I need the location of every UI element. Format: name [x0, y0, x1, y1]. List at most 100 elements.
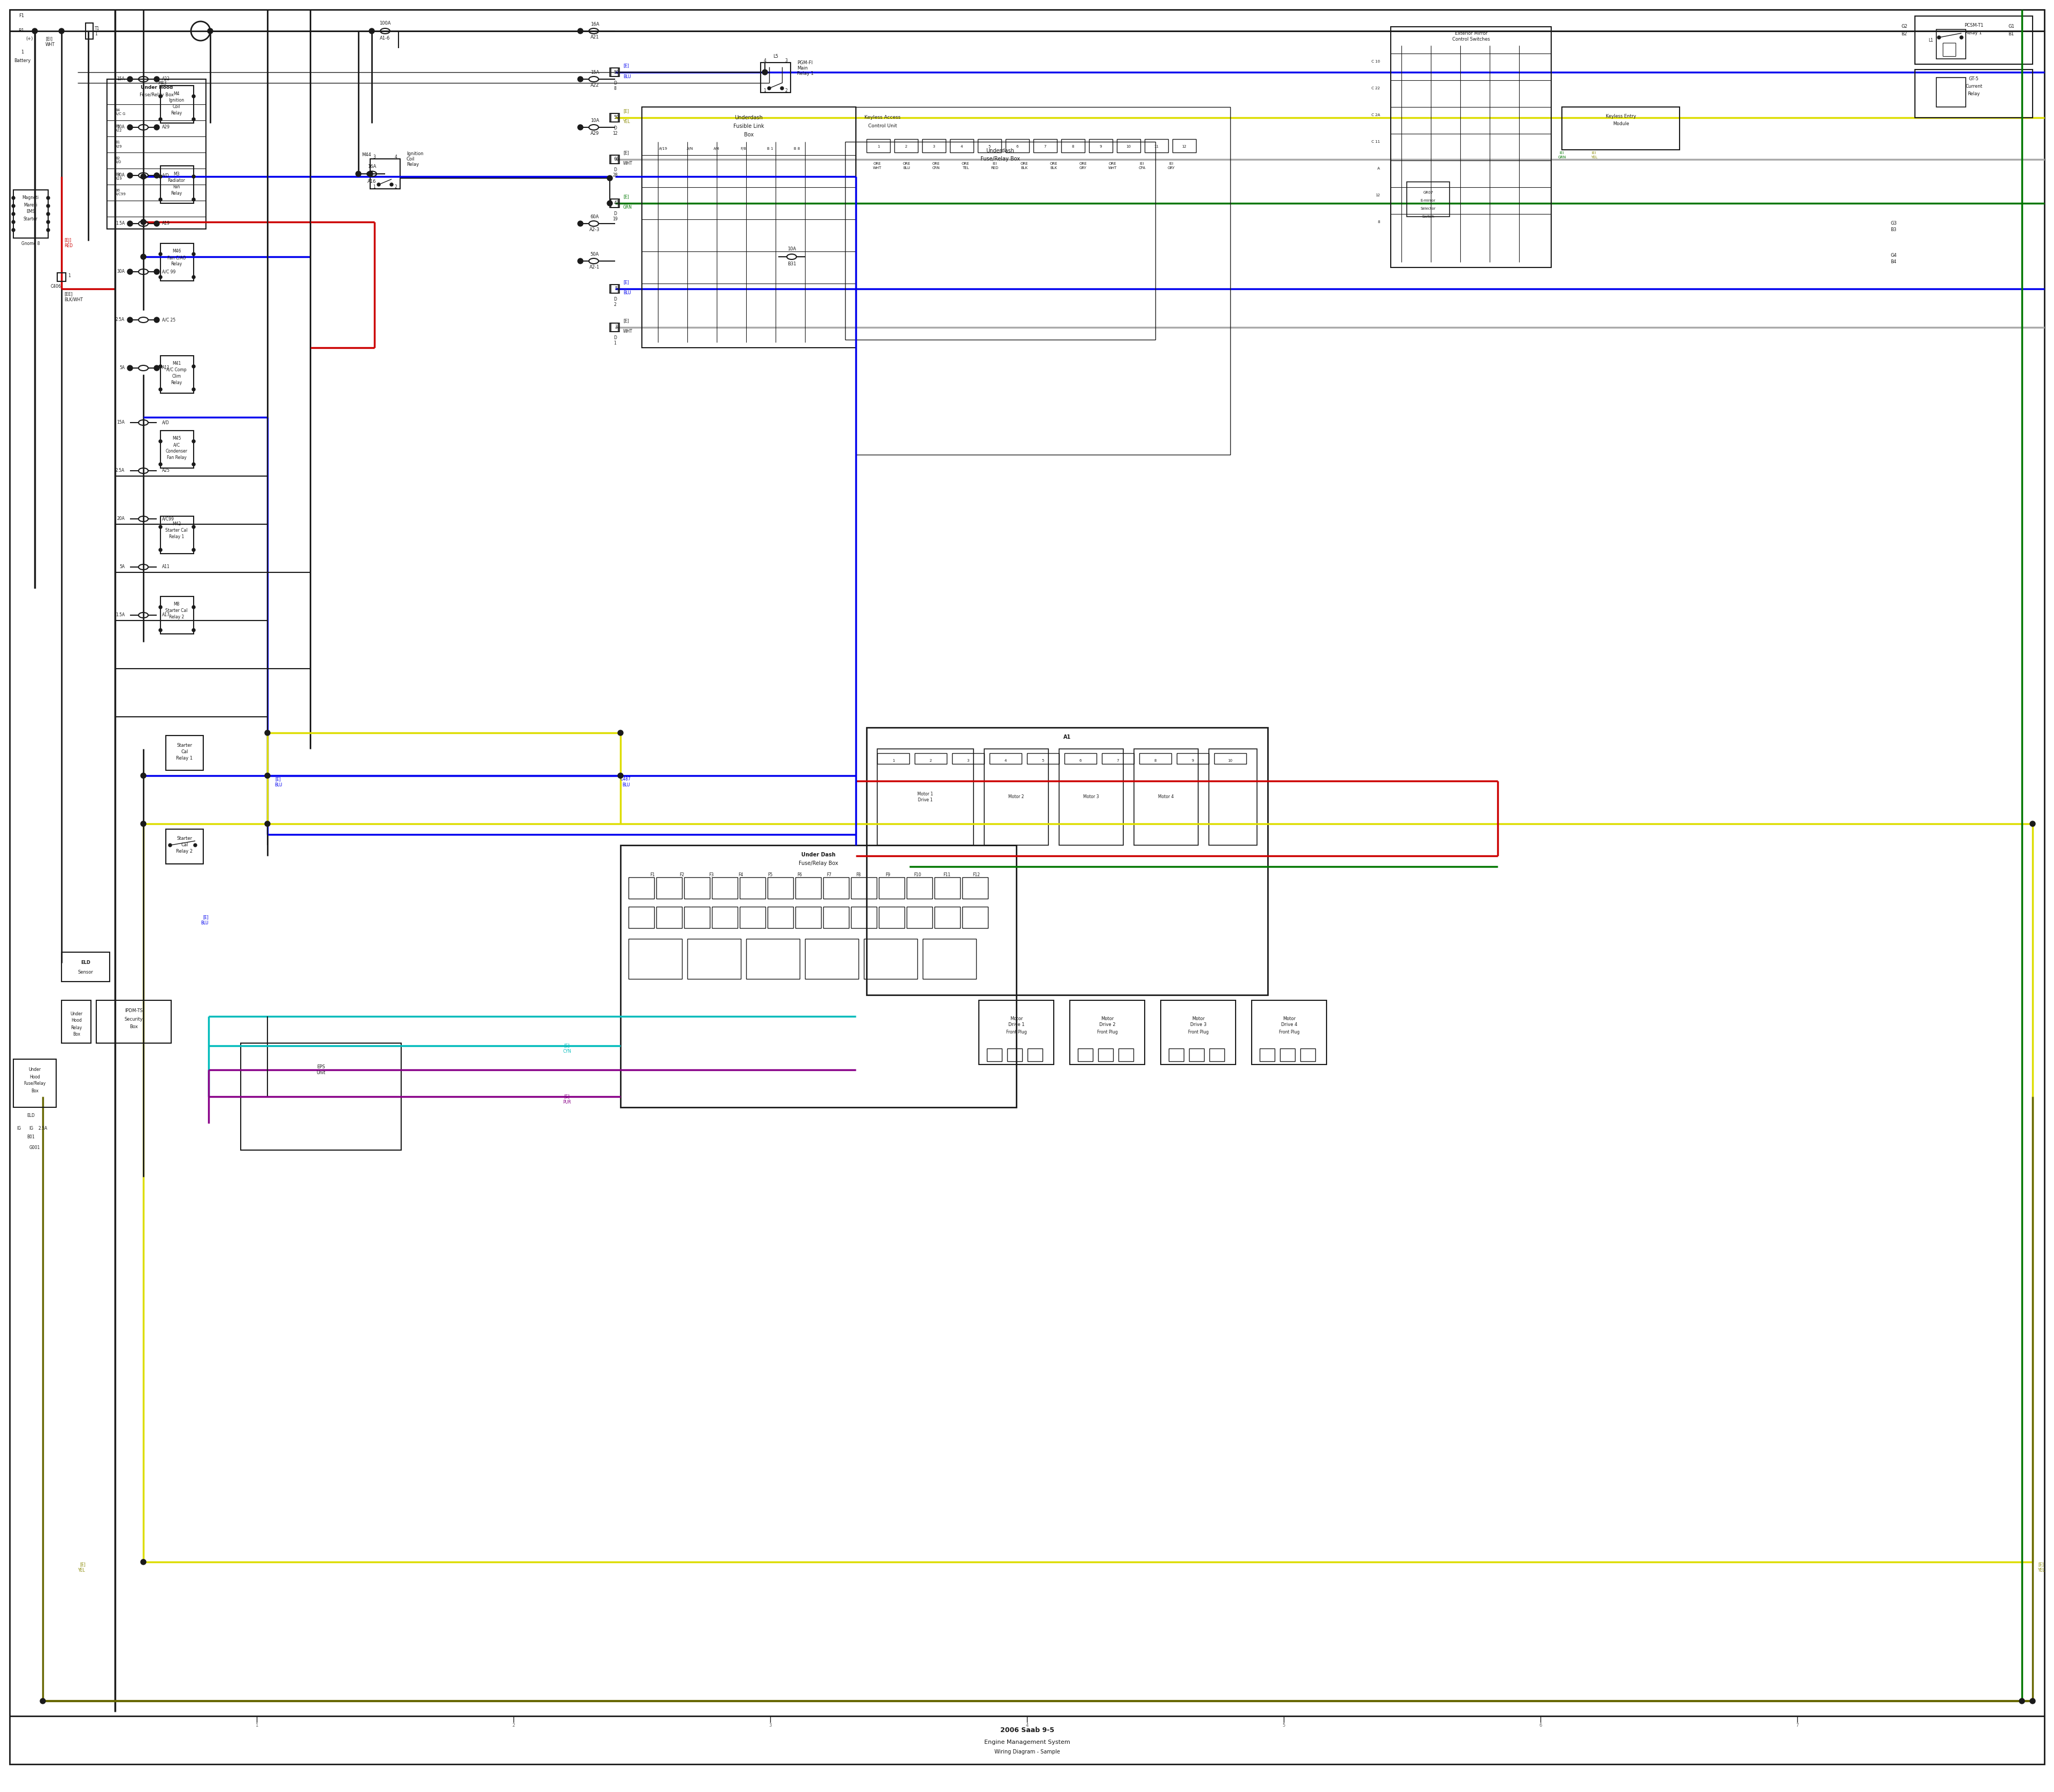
Text: Security: Security [125, 1016, 144, 1021]
Text: 1.5A: 1.5A [115, 220, 125, 226]
Circle shape [2029, 821, 2036, 826]
Bar [1140, 753, 1171, 763]
Circle shape [158, 253, 162, 256]
Text: G4: G4 [1890, 253, 1896, 258]
Bar [906, 878, 933, 898]
Text: [EI]: [EI] [45, 36, 53, 41]
Text: 4: 4 [394, 154, 396, 159]
Text: Motor
Drive 1: Motor Drive 1 [1009, 1016, 1025, 1027]
Circle shape [60, 29, 64, 34]
Bar [713, 878, 737, 898]
Bar [1937, 29, 1966, 59]
Text: Current: Current [1966, 84, 1982, 90]
Circle shape [2029, 1699, 2036, 1704]
Text: Starter: Starter [23, 217, 37, 220]
Text: Cal: Cal [181, 842, 189, 848]
Bar [1189, 1048, 1204, 1061]
Text: B5
A22: B5 A22 [115, 125, 123, 133]
Text: G001: G001 [29, 1145, 41, 1150]
Bar [893, 140, 918, 152]
Text: 8: 8 [1072, 145, 1074, 149]
Bar [1089, 140, 1113, 152]
Text: Under: Under [29, 1068, 41, 1072]
Text: M8: M8 [173, 602, 179, 607]
Bar [1101, 753, 1134, 763]
Text: M44: M44 [362, 152, 372, 158]
Circle shape [127, 366, 134, 371]
Circle shape [140, 254, 146, 260]
Text: Selector: Selector [1421, 208, 1436, 210]
Circle shape [158, 629, 162, 633]
Text: G1: G1 [2009, 25, 2015, 29]
Text: Motor
Drive 2: Motor Drive 2 [1099, 1016, 1115, 1027]
Text: 1: 1 [891, 760, 893, 762]
Text: Underdash: Underdash [986, 149, 1015, 154]
Circle shape [608, 201, 612, 206]
Text: Keyless Entry: Keyless Entry [1606, 115, 1635, 118]
Text: F1: F1 [18, 14, 25, 18]
Text: 1: 1 [877, 145, 879, 149]
Text: A29: A29 [162, 125, 170, 129]
Text: Module: Module [1612, 122, 1629, 127]
Text: [E]
CYN: [E] CYN [563, 1043, 571, 1054]
Text: 10: 10 [1126, 145, 1132, 149]
Text: IEI
YEL: IEI YEL [1590, 152, 1598, 159]
Text: Fuse/Relay: Fuse/Relay [25, 1081, 45, 1086]
Text: GRN: GRN [622, 204, 633, 210]
Circle shape [191, 118, 195, 120]
Circle shape [191, 439, 195, 443]
Text: BLU: BLU [622, 290, 631, 296]
Bar [1937, 77, 1966, 108]
Text: RED: RED [64, 244, 72, 249]
Text: F4: F4 [737, 873, 744, 876]
Circle shape [158, 548, 162, 552]
Text: Battery: Battery [14, 57, 31, 63]
Circle shape [154, 77, 160, 82]
Circle shape [191, 387, 195, 391]
Circle shape [47, 220, 49, 224]
Text: 3: 3 [967, 760, 969, 762]
Text: Keyless Access: Keyless Access [865, 115, 900, 120]
Text: (+): (+) [27, 36, 33, 41]
Text: IEI
RED: IEI RED [992, 163, 998, 168]
Circle shape [577, 77, 583, 82]
Circle shape [140, 772, 146, 778]
Text: Coil: Coil [407, 156, 415, 161]
Text: F7: F7 [826, 873, 832, 876]
Text: D: D [614, 211, 616, 217]
Text: 20A: 20A [117, 516, 125, 521]
Bar [86, 23, 92, 39]
Text: Engine Management System: Engine Management System [984, 1740, 1070, 1745]
Text: Cal: Cal [181, 749, 189, 754]
Text: B6
A/C99: B6 A/C99 [115, 190, 125, 195]
Circle shape [265, 729, 271, 735]
Text: 8: 8 [1154, 760, 1156, 762]
Text: 10A: 10A [117, 125, 125, 129]
Text: YEL: YEL [622, 120, 631, 124]
Text: IPDM-TS: IPDM-TS [125, 1009, 144, 1014]
Text: 5: 5 [614, 287, 618, 292]
Circle shape [127, 269, 134, 274]
Text: Front Plug: Front Plug [1097, 1030, 1117, 1034]
Text: M43: M43 [158, 81, 166, 86]
Text: F1: F1 [651, 873, 655, 876]
Text: [E]
YEL: [E] YEL [78, 1563, 86, 1573]
Text: Relay: Relay [170, 380, 183, 385]
Text: ORE
BLU: ORE BLU [904, 163, 910, 168]
Bar [850, 907, 877, 928]
Circle shape [158, 387, 162, 391]
Text: 3: 3 [933, 145, 935, 149]
Text: 3: 3 [785, 57, 787, 63]
Circle shape [265, 821, 271, 826]
Text: M41: M41 [173, 362, 181, 366]
Text: 6: 6 [1017, 145, 1019, 149]
Bar [1391, 27, 1551, 267]
Text: 2: 2 [394, 185, 396, 190]
Text: 4: 4 [1025, 1722, 1029, 1727]
Text: WHT: WHT [622, 161, 633, 167]
Text: 5A: 5A [119, 564, 125, 570]
Bar [877, 749, 974, 846]
Text: Relay: Relay [170, 190, 183, 195]
Bar [949, 140, 974, 152]
Text: B2: B2 [1902, 32, 1908, 36]
